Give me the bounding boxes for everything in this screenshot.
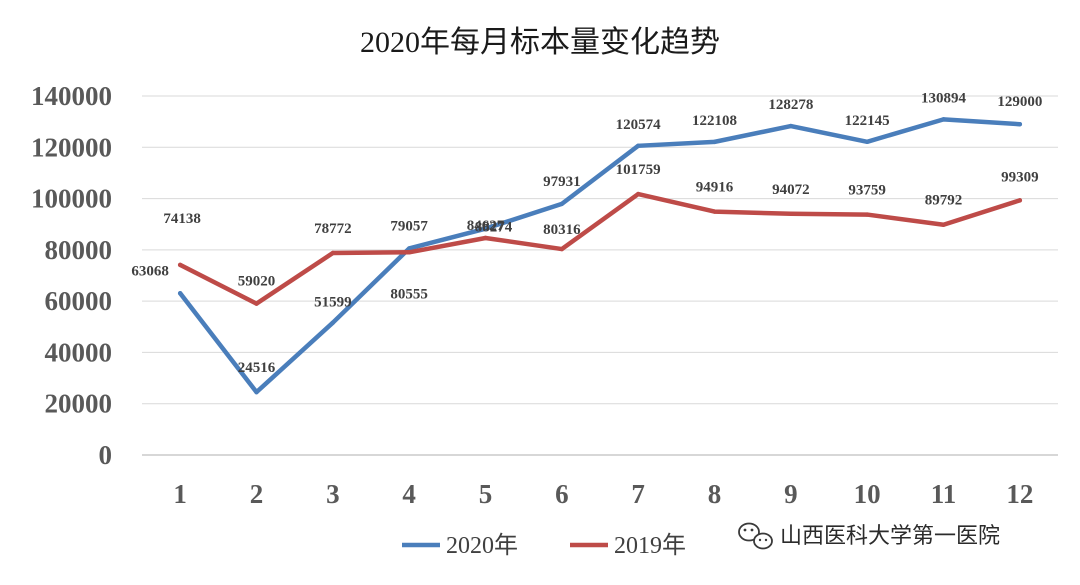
data-point [635,143,641,149]
data-label: 99309 [1001,169,1039,185]
y-tick-label: 40000 [45,337,113,367]
data-point [330,250,336,256]
data-label: 80316 [543,222,581,238]
data-label: 59020 [238,274,276,290]
wechat-icon [738,522,773,550]
data-point [254,389,259,395]
data-point [483,235,488,241]
data-label: 78772 [314,221,352,237]
data-label: 74138 [163,211,201,227]
gridlines [142,95,1058,456]
data-point [177,291,183,296]
data-label: 51599 [314,295,352,311]
x-tick-label: 9 [784,479,798,509]
data-point [254,301,259,306]
data-label: 89792 [925,193,963,209]
data-point [941,222,946,227]
y-tick-label: 80000 [45,235,113,265]
data-point [712,209,717,214]
data-point [941,117,946,122]
data-point [1017,122,1023,127]
x-tick-label: 1 [173,479,187,509]
data-label: 88274 [475,220,513,236]
data-point [406,246,412,251]
data-point [559,201,565,207]
data-point [712,139,717,145]
data-label: 93759 [848,183,886,199]
data-label: 122108 [692,113,737,129]
data-label: 130894 [921,90,967,106]
data-label: 128278 [768,97,813,113]
data-point [864,139,870,144]
data-label: 94072 [772,182,810,198]
x-tick-label: 4 [402,479,416,509]
data-point [788,211,794,216]
data-label: 80555 [390,286,428,302]
x-tick-label: 3 [326,479,340,509]
chart-title: 2020年每月标本量变化趋势 [360,26,720,59]
data-label: 122145 [845,113,890,129]
data-point [330,320,336,325]
data-label: 84627 [467,218,505,234]
x-tick-label: 11 [931,479,957,509]
x-tick-label: 12 [1006,479,1033,509]
data-label: 120574 [616,117,662,133]
data-label: 63068 [131,263,169,279]
series-line-0 [177,117,1023,395]
y-tick-label: 140000 [31,81,112,111]
data-label: 94916 [696,180,734,196]
y-tick-label: 0 [99,440,113,470]
data-point [788,123,794,129]
watermark: 山西医科大学第一医院 [738,522,1000,550]
data-label: 79057 [390,218,428,234]
data-label: 97931 [543,174,581,190]
x-tick-label: 10 [854,479,881,509]
legend-label: 2019年 [614,532,686,559]
data-label: 101759 [616,162,661,178]
y-axis: 0 20000 40000 60000 80000 100000 120000 140000 [31,81,112,470]
x-tick-label: 8 [708,479,722,509]
series-line-1 [177,191,1023,306]
data-label: 129000 [997,94,1042,110]
legend-label: 2020年 [446,532,518,559]
x-axis: 1 2 3 4 5 6 7 8 9 10 11 12 [173,479,1033,509]
data-point [1017,198,1023,203]
data-point [635,191,641,197]
x-tick-label: 2 [250,479,264,509]
y-tick-label: 100000 [31,184,112,214]
series-lines [177,117,1023,395]
y-tick-label: 20000 [45,389,113,419]
data-label: 24516 [238,360,276,376]
x-tick-label: 7 [631,479,645,509]
data-point [864,212,870,217]
data-point [559,246,565,252]
y-tick-label: 60000 [45,286,113,316]
legend: 2020年 2019年 [402,532,686,559]
watermark-text: 山西医科大学第一医院 [780,524,1000,549]
data-point [406,250,412,255]
data-point [483,226,488,231]
data-labels: 63068 24516 51599 80555 88274 97931 120574 1221… [131,90,1042,376]
x-tick-label: 5 [479,479,493,509]
y-tick-label: 120000 [31,132,112,162]
data-point [177,262,183,268]
x-tick-label: 6 [555,479,569,509]
